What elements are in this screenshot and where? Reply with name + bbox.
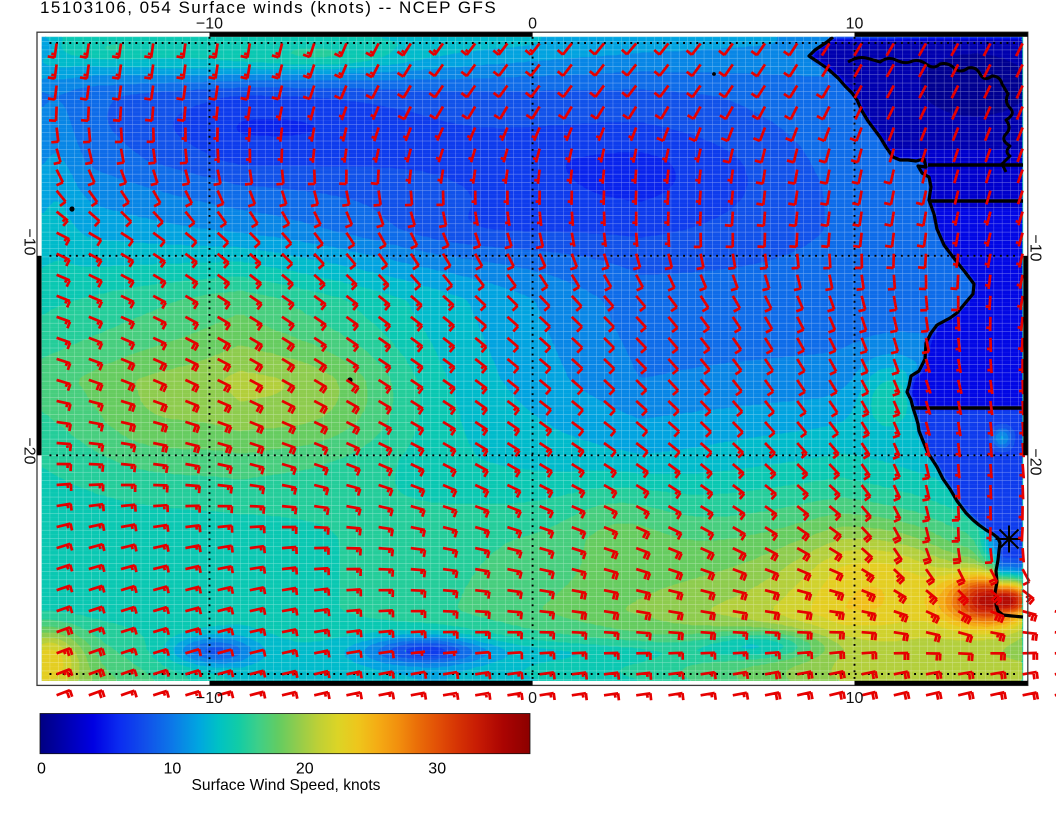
svg-text:−10: −10: [21, 228, 38, 255]
svg-text:10: 10: [846, 690, 864, 707]
svg-text:0: 0: [37, 760, 46, 777]
svg-text:Surface Wind Speed, knots: Surface Wind Speed, knots: [192, 777, 381, 794]
svg-text:−10: −10: [1027, 234, 1044, 261]
svg-text:10: 10: [164, 760, 182, 777]
svg-text:0: 0: [528, 16, 537, 33]
svg-text:10: 10: [846, 16, 864, 33]
svg-text:30: 30: [428, 760, 446, 777]
svg-text:−20: −20: [21, 437, 38, 464]
svg-text:−10: −10: [196, 690, 223, 707]
svg-text:−20: −20: [1027, 448, 1044, 475]
svg-text:−10: −10: [196, 16, 223, 33]
svg-text:15103106, 054 Surface winds (k: 15103106, 054 Surface winds (knots) -- N…: [40, 0, 497, 17]
svg-text:0: 0: [528, 690, 537, 707]
svg-text:20: 20: [296, 760, 314, 777]
